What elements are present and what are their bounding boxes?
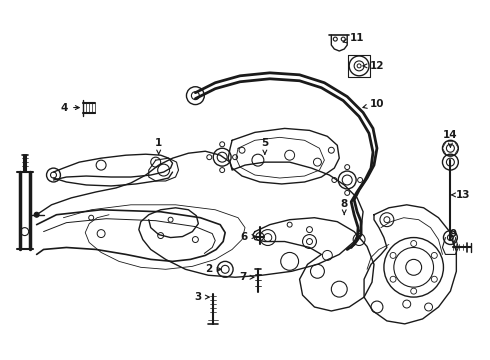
Text: 1: 1 xyxy=(155,138,162,154)
Text: 4: 4 xyxy=(61,103,79,113)
Text: 8: 8 xyxy=(341,199,348,215)
Circle shape xyxy=(34,212,39,217)
Text: 7: 7 xyxy=(239,272,254,282)
Text: 6: 6 xyxy=(241,231,256,242)
Text: 2: 2 xyxy=(205,264,221,274)
Text: 9: 9 xyxy=(450,229,457,244)
Text: 10: 10 xyxy=(363,99,384,109)
Text: 5: 5 xyxy=(261,138,269,154)
Text: 13: 13 xyxy=(450,190,470,200)
Text: 3: 3 xyxy=(195,292,209,302)
Text: 12: 12 xyxy=(363,61,384,71)
Text: 14: 14 xyxy=(443,130,458,147)
Text: 11: 11 xyxy=(343,33,365,43)
